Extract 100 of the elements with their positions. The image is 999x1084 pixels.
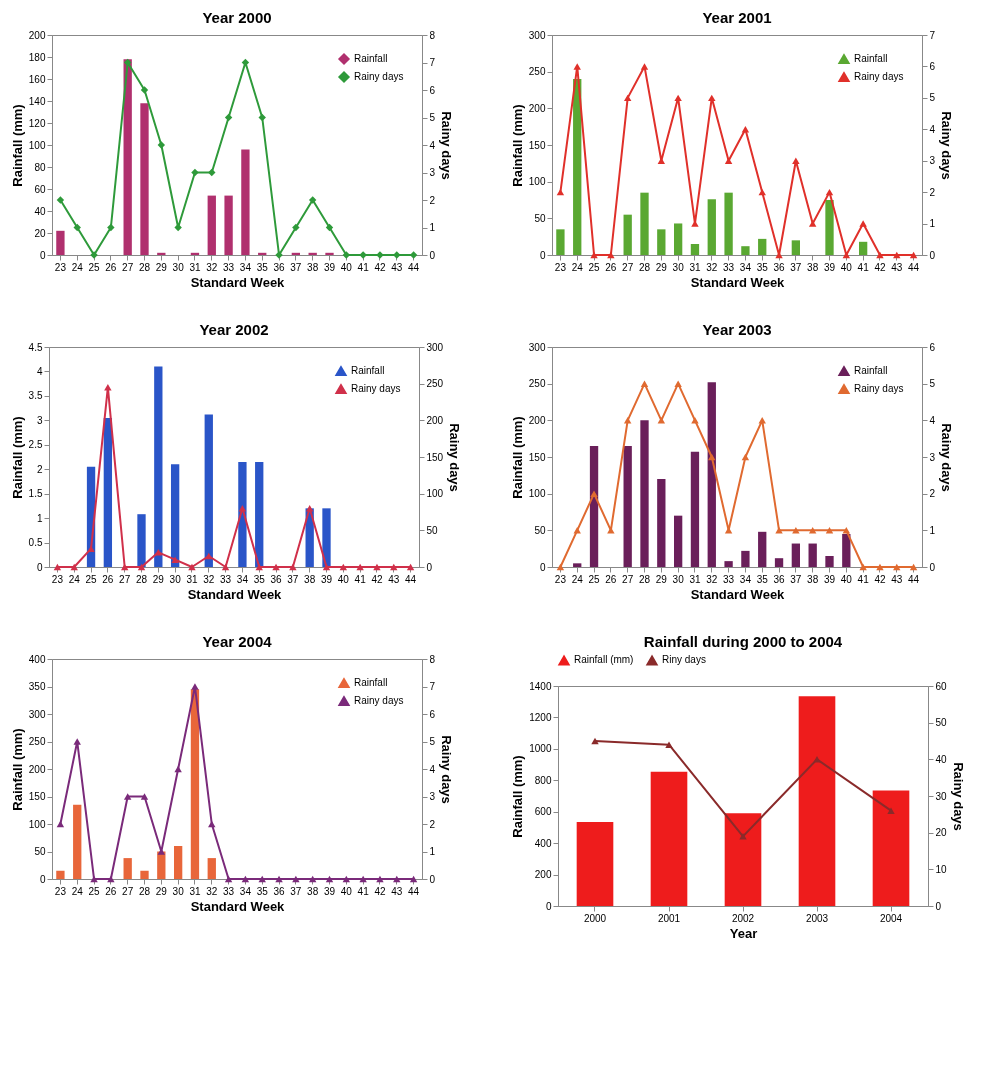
- x-tick-label: 41: [857, 573, 870, 585]
- bar: [872, 790, 910, 906]
- y2-tick-label: 5: [929, 378, 936, 390]
- legend-label: Rainfall: [354, 677, 388, 688]
- x-tick-label: 24: [571, 573, 584, 585]
- x-tick-label: 36: [773, 261, 786, 273]
- legend-label: Rainfall: [854, 365, 888, 376]
- point: [339, 563, 348, 571]
- y2-tick-label: 7: [929, 29, 936, 41]
- x-tick-label: 28: [638, 261, 651, 273]
- point: [590, 251, 598, 259]
- bar: [123, 858, 132, 879]
- x-tick-label: 27: [119, 573, 131, 585]
- y2-axis-title: Rainy days: [439, 735, 455, 804]
- point: [292, 875, 300, 883]
- y-tick-label: 50: [34, 846, 46, 857]
- x-tick-label: 34: [239, 885, 252, 897]
- y-tick-label: 1.5: [28, 488, 43, 500]
- bar: [56, 230, 65, 255]
- point: [154, 549, 163, 556]
- point: [825, 188, 834, 196]
- y2-tick-label: 6: [429, 708, 436, 720]
- x-tick-label: 2003: [805, 912, 829, 924]
- point: [909, 251, 918, 259]
- x-tick-label: 37: [790, 261, 802, 273]
- point: [556, 563, 565, 571]
- y-tick-label: 160: [28, 73, 46, 85]
- point: [674, 380, 682, 387]
- x-tick-label: 43: [391, 261, 403, 273]
- y2-tick-label: 8: [429, 653, 436, 665]
- point: [137, 563, 146, 571]
- y-tick-label: 40: [34, 205, 46, 217]
- x-tick-label: 32: [706, 573, 718, 585]
- y2-tick-label: 100: [426, 488, 444, 500]
- x-tick-label: 32: [203, 573, 215, 585]
- x-tick-label: 33: [223, 885, 235, 897]
- point: [640, 63, 649, 70]
- x-tick-label: 26: [102, 573, 114, 585]
- y-tick-label: 60: [34, 183, 46, 195]
- y-tick-label: 600: [534, 806, 552, 818]
- x-tick-label: 34: [739, 573, 752, 585]
- x-tick-label: 43: [391, 885, 403, 897]
- x-axis-title: Standard Week: [690, 586, 786, 602]
- bar: [56, 870, 65, 879]
- bar: [858, 241, 868, 255]
- x-tick-label: 41: [357, 885, 370, 897]
- point: [275, 875, 283, 883]
- y2-tick-label: 2: [929, 186, 936, 198]
- bar: [673, 515, 683, 567]
- point: [224, 113, 233, 122]
- x-tick-label: 23: [51, 573, 64, 585]
- point: [325, 223, 334, 232]
- point: [191, 168, 199, 177]
- y2-tick-label: 2: [429, 818, 436, 830]
- y2-tick-label: 6: [929, 341, 936, 353]
- point: [221, 563, 230, 571]
- y2-tick-label: 3: [929, 155, 936, 167]
- x-tick-label: 40: [340, 885, 353, 897]
- y2-tick-label: 2: [429, 194, 436, 206]
- x-tick-label: 35: [756, 573, 769, 585]
- x-tick-label: 38: [807, 573, 819, 585]
- x-tick-label: 41: [354, 573, 367, 585]
- x-tick-label: 31: [186, 573, 198, 585]
- x-tick-label: 39: [823, 261, 836, 273]
- y2-axis-title: Rainy days: [950, 762, 966, 831]
- bar: [657, 479, 666, 567]
- point: [292, 223, 300, 232]
- y2-tick-label: 2: [929, 488, 936, 500]
- point: [255, 563, 263, 571]
- y-axis-title: Rainfall (mm): [9, 416, 25, 499]
- y2-tick-label: 50: [426, 524, 439, 536]
- y2-tick-label: 1: [429, 846, 436, 857]
- y2-tick-label: 1: [429, 222, 436, 233]
- point: [208, 168, 216, 177]
- y-tick-label: 80: [34, 161, 46, 173]
- bar: [154, 366, 163, 567]
- x-tick-label: 31: [689, 261, 701, 273]
- y-tick-label: 150: [528, 139, 546, 151]
- x-tick-label: 27: [122, 261, 134, 273]
- point: [120, 563, 129, 571]
- y-axis-title: Rainfall (mm): [9, 728, 25, 811]
- x-tick-label: 2001: [657, 912, 681, 924]
- x-tick-label: 25: [85, 573, 98, 585]
- point: [724, 157, 733, 164]
- x-tick-label: 36: [773, 573, 786, 585]
- point: [758, 417, 766, 424]
- x-tick-label: 44: [408, 885, 420, 897]
- point: [140, 793, 149, 800]
- y-axis-title: Rainfall (mm): [510, 755, 526, 838]
- bar: [207, 858, 216, 879]
- y2-tick-label: 8: [429, 29, 436, 41]
- bar: [140, 870, 149, 879]
- point: [691, 417, 699, 424]
- y2-tick-label: 6: [429, 84, 436, 96]
- y-tick-label: 1400: [529, 680, 552, 692]
- y-tick-label: 400: [534, 837, 552, 849]
- point: [205, 552, 213, 560]
- x-axis-title: Standard Week: [187, 586, 283, 602]
- point: [741, 453, 750, 461]
- x-tick-label: 43: [388, 573, 400, 585]
